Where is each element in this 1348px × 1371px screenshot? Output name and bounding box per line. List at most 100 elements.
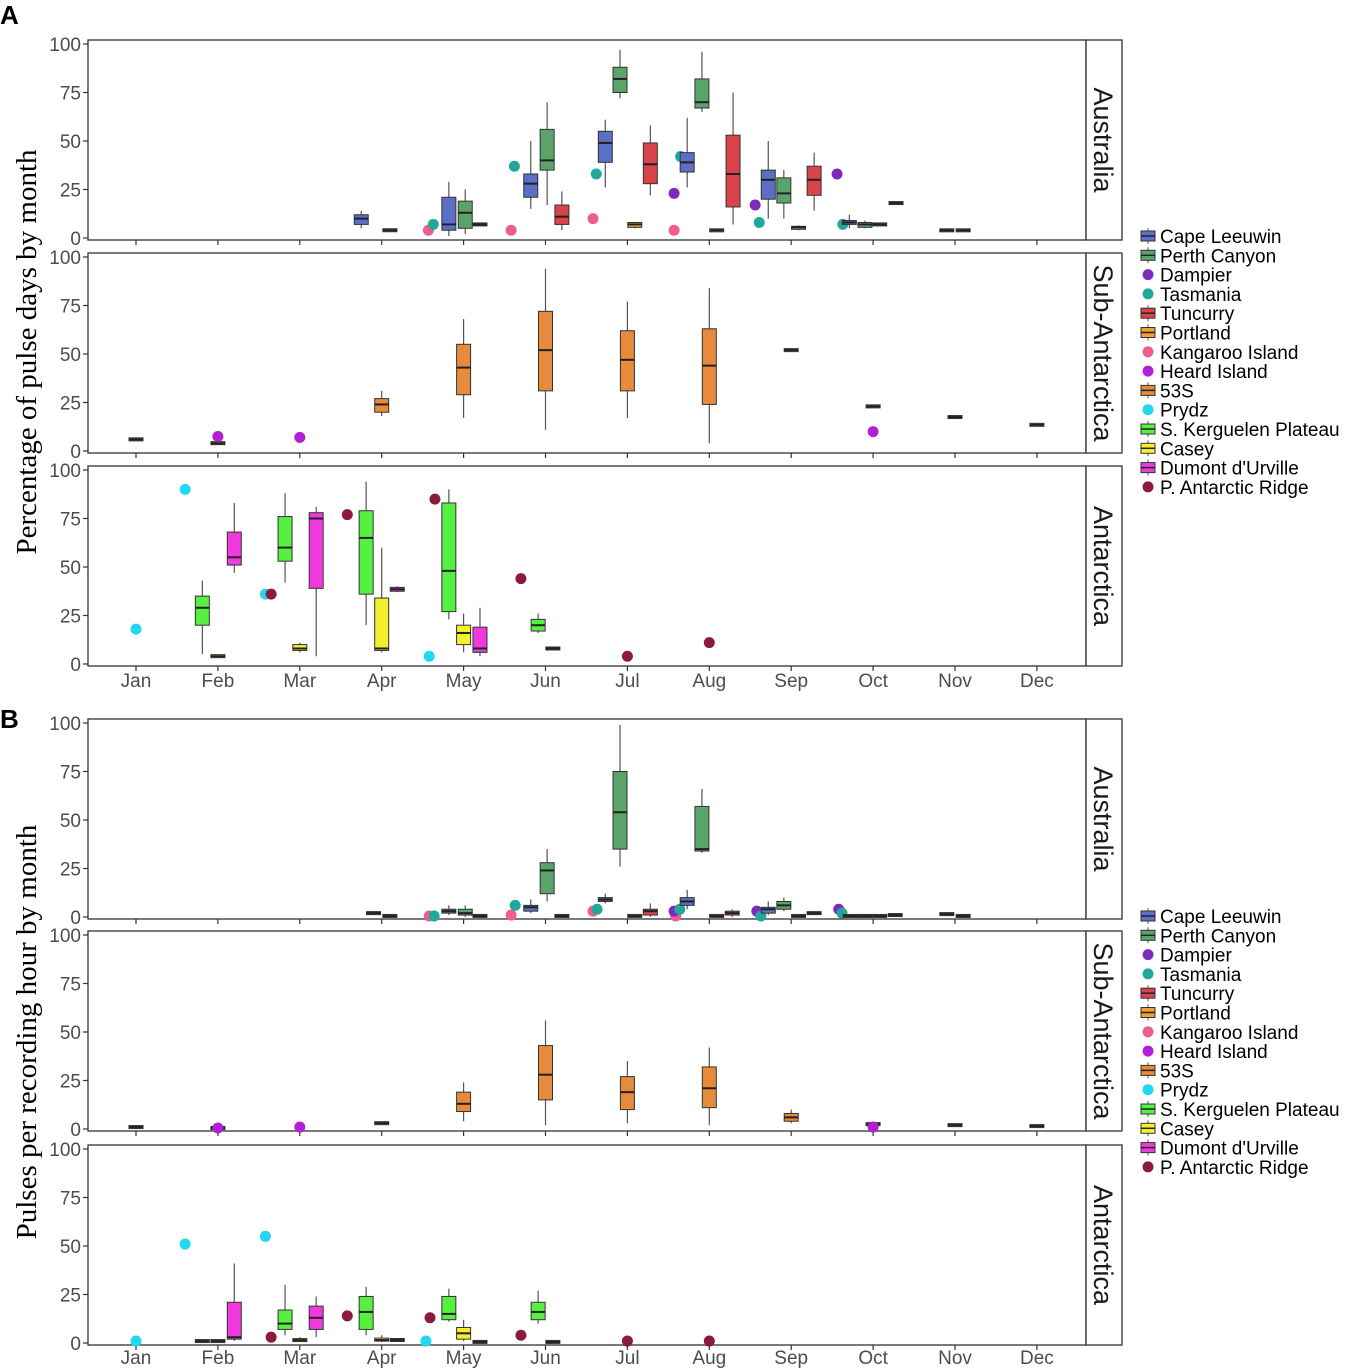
point-p-antarctic-ridge-jul: [621, 1335, 633, 1347]
point-tasmania-jul: [590, 168, 602, 180]
y-tick-label: 25: [60, 181, 81, 202]
legend-item-kangaroo-island: Kangaroo Island: [1142, 343, 1298, 364]
legend-item-tuncurry: Tuncurry: [1140, 304, 1235, 325]
x-tick-label-dec: Dec: [1020, 671, 1054, 692]
box-casey-mar: [292, 642, 308, 653]
box-perth-canyon-aug: [694, 788, 710, 853]
box-perth-canyon-apr: [382, 913, 398, 918]
legend-item-perth-canyon: Perth Canyon: [1140, 246, 1276, 267]
box-perth-canyon-sep: [776, 897, 792, 912]
point-heard-island-oct: [867, 426, 879, 438]
x-tick-label-mar: Mar: [283, 671, 316, 692]
box-perth-canyon-nov: [955, 228, 971, 233]
legend-item-portland: Portland: [1140, 1004, 1231, 1025]
box-s-kerguelen-plateau-mar: [277, 493, 293, 583]
box-tuncurry-jun: [554, 191, 570, 231]
legend-key-point: [1142, 1161, 1154, 1173]
y-tick-label: 0: [70, 1334, 81, 1355]
x-tick-label-may: May: [446, 671, 482, 692]
box-53s-aug: [701, 288, 717, 444]
point-kangaroo-island-jun: [505, 909, 517, 921]
box-cape-leeuwin-sep: [760, 901, 776, 916]
legend-item-cape-leeuwin: Cape Leeuwin: [1140, 227, 1281, 248]
legend-label: Prydz: [1160, 1081, 1209, 1102]
legend-item-s-kerguelen-plateau: S. Kerguelen Plateau: [1140, 420, 1340, 441]
legend-item-casey: Casey: [1140, 439, 1214, 460]
y-tick-label: 75: [60, 297, 81, 318]
legend-item-tasmania: Tasmania: [1142, 285, 1242, 306]
y-tick-label: 100: [49, 926, 81, 947]
legend-item-dampier: Dampier: [1142, 946, 1232, 967]
legend-label: P. Antarctic Ridge: [1160, 1158, 1309, 1179]
panel-label-b: B: [0, 704, 19, 734]
box-perth-canyon-nov: [955, 913, 971, 918]
legend-label: Heard Island: [1160, 1042, 1268, 1063]
y-tick-label: 100: [49, 461, 81, 482]
box-portland-oct: [872, 222, 888, 227]
legend-item-kangaroo-island: Kangaroo Island: [1142, 1023, 1298, 1044]
y-tick-label: 50: [60, 132, 81, 153]
box-iqr: [277, 516, 293, 562]
box-iqr: [308, 512, 324, 589]
box-iqr: [226, 1301, 242, 1340]
box-cape-leeuwin-jul: [597, 119, 613, 188]
legend-key-point: [1142, 365, 1154, 377]
point-kangaroo-island-jul: [587, 213, 599, 225]
facet-strip-label: Australia: [1088, 766, 1118, 872]
box-casey-feb: [210, 1339, 226, 1344]
point-tasmania-sep: [753, 216, 765, 228]
legend-label: Casey: [1160, 439, 1214, 460]
legend-label: Casey: [1160, 1119, 1214, 1140]
x-tick-label-jan: Jan: [121, 671, 152, 692]
y-tick-label: 0: [70, 442, 81, 463]
box-iqr: [456, 624, 472, 646]
point-p-antarctic-ridge-may: [424, 1312, 436, 1324]
box-53s-sep: [783, 1109, 799, 1124]
x-tick-label-jun: Jun: [530, 1348, 561, 1369]
point-prydz-jan: [130, 623, 142, 635]
x-tick-label-sep: Sep: [774, 1348, 808, 1369]
facet-panel-australia: Australia 100 75 50 25 0: [49, 35, 1123, 250]
box-cape-leeuwin-aug: [679, 117, 695, 188]
point-kangaroo-island-aug: [668, 224, 680, 236]
box-tuncurry-jul: [642, 903, 658, 917]
box-iqr: [725, 134, 741, 208]
legend-item-p-antarctic-ridge: P. Antarctic Ridge: [1142, 478, 1309, 499]
x-tick-label-apr: Apr: [367, 1348, 397, 1369]
box-perth-canyon-jun: [539, 102, 555, 206]
box-perth-canyon-apr: [382, 228, 398, 233]
legend-label: Heard Island: [1160, 362, 1268, 383]
point-p-antarctic-ridge-apr: [341, 1310, 353, 1322]
box-portland-aug: [709, 913, 725, 918]
legend-key-point: [1142, 288, 1154, 300]
box-casey-apr: [374, 547, 390, 653]
facet-strip: [1085, 930, 1123, 1132]
legend-label: S. Kerguelen Plateau: [1160, 420, 1340, 441]
legend-key-point: [1142, 269, 1154, 281]
y-tick-label: 0: [70, 655, 81, 676]
box-tuncurry-may: [472, 913, 488, 918]
box-perth-canyon-aug: [694, 51, 710, 112]
box-iqr: [441, 502, 457, 613]
y-tick-label: 75: [60, 763, 81, 784]
x-tick-label-feb: Feb: [202, 1348, 235, 1369]
y-tick-label: 100: [49, 35, 81, 56]
point-heard-island-mar: [294, 1121, 306, 1133]
facet-panel-australia: Australia 100 75 50 25 0: [49, 714, 1123, 929]
point-p-antarctic-ridge-aug: [703, 637, 715, 649]
y-axis-label-a: Percentage of pulse days by month: [11, 149, 43, 555]
legend-label: Cape Leeuwin: [1160, 227, 1281, 248]
legend-key-point: [1142, 481, 1154, 493]
legend-label: S. Kerguelen Plateau: [1160, 1100, 1340, 1121]
legend-key-point: [1142, 346, 1154, 358]
box-53s-apr: [374, 390, 390, 417]
box-iqr: [277, 1309, 293, 1330]
box-perth-canyon-jul: [612, 724, 628, 867]
legend-item-dumont-d-urville: Dumont d'Urville: [1140, 1139, 1299, 1160]
facet-strip: [1085, 465, 1123, 667]
point-p-antarctic-ridge-mar: [265, 588, 277, 600]
box-portland-oct: [872, 913, 888, 918]
box-casey-may: [456, 1319, 472, 1342]
legend-item-dumont-d-urville: Dumont d'Urville: [1140, 459, 1299, 480]
